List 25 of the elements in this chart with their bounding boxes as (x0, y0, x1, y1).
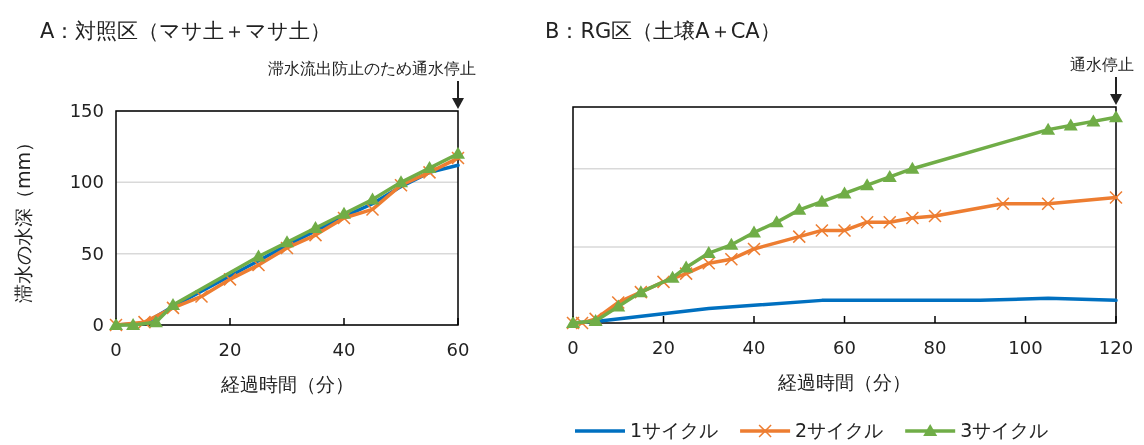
x-tick-label: 60 (833, 337, 856, 358)
x-tick-label: 40 (332, 339, 356, 360)
chart-title: B：RG区（土壌A＋CA） (545, 19, 781, 43)
x-tick-label: 60 (446, 339, 470, 360)
y-tick-label: 0 (92, 314, 104, 335)
x-axis-title: 経過時間（分） (219, 373, 354, 395)
y-tick-label: 50 (81, 242, 104, 264)
x-tick-label: 40 (742, 337, 766, 358)
x-tick-label: 20 (652, 337, 675, 358)
y-axis-title: 滞水の水深（mm） (12, 132, 34, 304)
legend-label: 2サイクル (795, 419, 884, 441)
x-tick-label: 0 (567, 337, 579, 358)
y-tick-label: 150 (69, 100, 104, 121)
legend-label: 1サイクル (630, 419, 719, 441)
x-tick-label: 80 (923, 337, 947, 358)
text: 通水停止 (1070, 55, 1134, 74)
x-tick-label: 100 (1008, 337, 1043, 358)
x-axis-title: 経過時間（分） (777, 371, 911, 393)
text: 滞水流出防止のため通水停止 (268, 59, 476, 78)
x-tick-label: 120 (1098, 337, 1134, 358)
y-tick-label: 100 (69, 171, 104, 193)
x-tick-label: 0 (110, 339, 122, 360)
legend-label: 3サイクル (960, 419, 1049, 441)
chart-title: A：対照区（マサ土＋マサ土） (40, 19, 332, 43)
x-tick-label: 20 (218, 339, 242, 360)
